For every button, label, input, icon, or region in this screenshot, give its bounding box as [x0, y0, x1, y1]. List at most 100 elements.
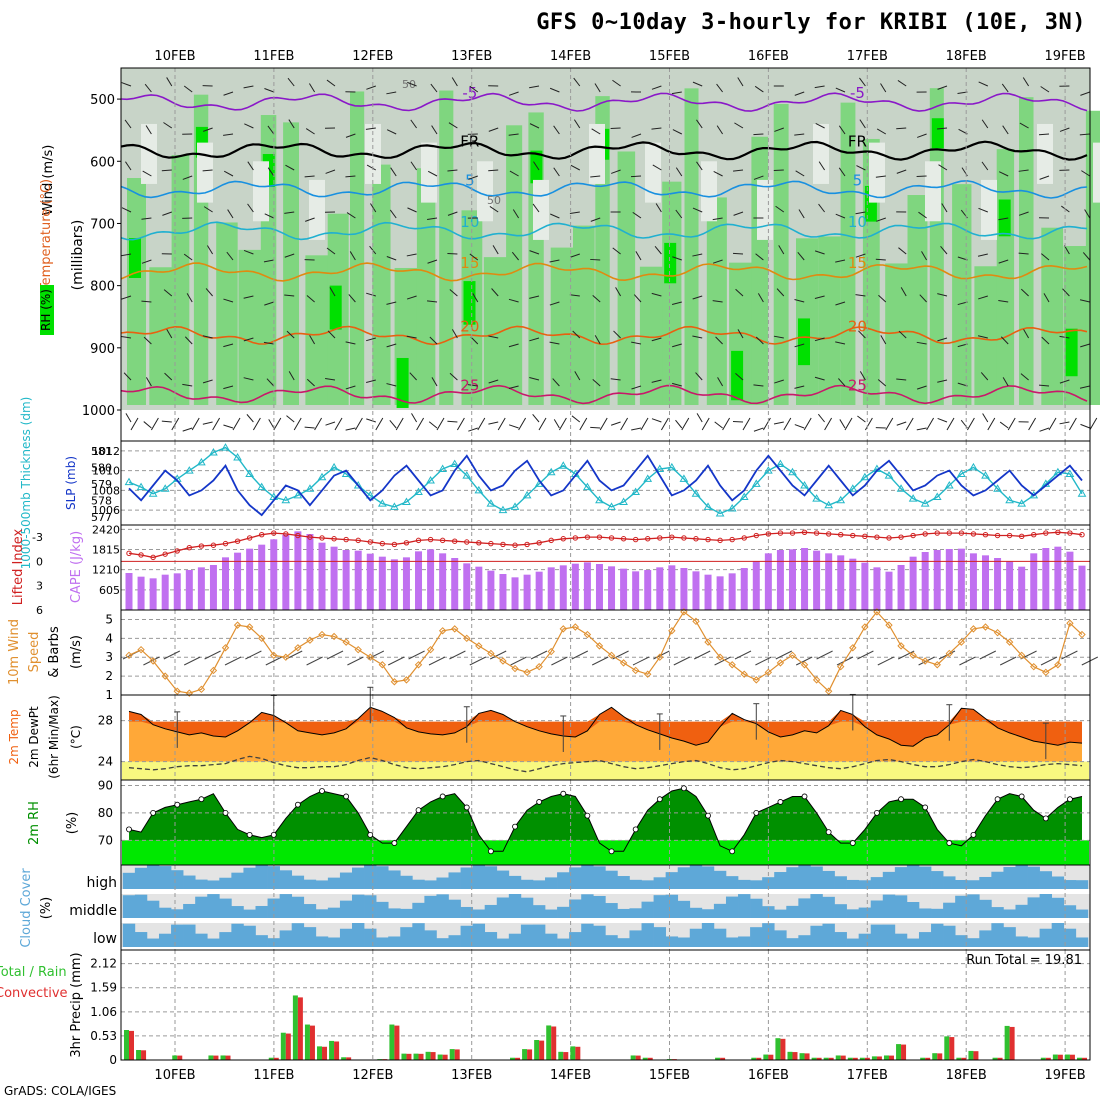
cloud-fraction-bar	[581, 865, 594, 889]
cloud-fraction-bar	[918, 908, 932, 918]
lifted-index-point	[813, 530, 820, 536]
lifted-index-point	[1055, 529, 1061, 535]
cloud-fraction-bar	[1015, 904, 1028, 918]
cloud-fraction-bar	[750, 898, 763, 918]
wind-barb	[266, 378, 275, 387]
cloud-fraction-bar	[1075, 880, 1089, 889]
wind-barb	[1059, 421, 1070, 425]
wind-barb	[1028, 417, 1037, 431]
cape-bar	[752, 561, 760, 610]
wind-barb	[223, 91, 234, 96]
cape-bar	[668, 565, 676, 610]
wind-barb	[640, 417, 649, 431]
wind-barb	[263, 259, 274, 263]
wind-barb	[447, 211, 458, 216]
wind-speed-point	[668, 627, 676, 635]
rh-moist-column	[238, 249, 262, 405]
cloud-fraction-bar	[327, 907, 341, 918]
cloud-fraction-bar	[412, 923, 425, 947]
precip-total-bar	[570, 1046, 576, 1060]
cloud-fraction-bar	[834, 904, 847, 918]
cloud-fraction-bar	[171, 909, 184, 918]
lifted-index-point	[1018, 533, 1025, 540]
cape-bar	[535, 571, 543, 610]
cloud-fraction-bar	[134, 932, 148, 947]
wind-barb	[878, 294, 887, 303]
li-tick-label: 0	[36, 555, 43, 568]
cape-bar	[957, 548, 965, 610]
wind-speed-point	[282, 653, 290, 661]
thickness-point	[763, 466, 773, 474]
cloud-fraction-bar	[870, 900, 884, 918]
precip-total-bar	[763, 1054, 769, 1060]
cloud-fraction-bar	[569, 932, 582, 947]
wind-barb	[713, 171, 723, 177]
wind-barb	[918, 211, 927, 219]
rh-moist-column	[127, 178, 146, 405]
cloud-fraction-bar	[786, 867, 799, 889]
rh2m-point	[294, 801, 301, 808]
bottom-date-label: 16FEB	[748, 1068, 789, 1083]
cloud-fraction-bar	[484, 866, 498, 889]
wind-barb	[981, 119, 989, 129]
wind-speed-point	[909, 651, 917, 660]
wind-barb	[223, 298, 234, 303]
top-date-label: 17FEB	[847, 49, 888, 64]
wind-barb	[448, 122, 458, 129]
cloud-fraction-bar	[171, 870, 184, 889]
cloud-fraction-bar	[858, 880, 872, 889]
thickness-tick-label: 577	[91, 511, 112, 524]
cloud-fraction-bar	[424, 930, 437, 947]
wind-speed-point	[342, 638, 350, 646]
lifted-index-point	[355, 537, 361, 544]
cloud-fraction-bar	[870, 924, 884, 947]
li-tick-label: -3	[32, 531, 43, 544]
cloud-fraction-bar	[677, 900, 691, 918]
wind-barb	[998, 171, 1009, 177]
precip-convective-bar	[563, 1052, 569, 1060]
cloud-fraction-bar	[557, 906, 570, 918]
wind-barb	[345, 175, 356, 178]
cloud-fraction-bar	[171, 924, 184, 947]
wind-barb	[288, 119, 295, 129]
cloud-fraction-bar	[725, 937, 739, 947]
rh-dry-patch	[925, 161, 941, 222]
thickness-point	[233, 452, 242, 461]
cape-tick-label: 2420	[92, 523, 120, 536]
wind-barb	[431, 125, 438, 135]
lifted-index-point	[198, 543, 205, 549]
rh-moist-column	[840, 102, 856, 405]
rh-moist-column	[506, 125, 523, 406]
precip-total-bar	[932, 1053, 938, 1060]
surface-wind-barb	[245, 650, 262, 660]
wind-barb	[916, 427, 927, 431]
wind-barb	[326, 79, 336, 87]
thickness-point	[245, 469, 255, 477]
precip-total-bar	[341, 1057, 347, 1060]
wind-speed-point	[680, 608, 688, 616]
precip-convective-bar	[177, 1055, 183, 1060]
wind-barb	[558, 417, 567, 431]
wind-tick-label: 2	[105, 669, 113, 683]
cloud-fraction-bar	[689, 907, 703, 918]
wind-barb	[182, 383, 193, 387]
wind-barb	[794, 343, 805, 348]
precip-total-bar	[172, 1055, 178, 1060]
cape-bar	[933, 550, 941, 610]
surface-wind-barb	[999, 656, 1017, 666]
lifted-index-point	[150, 554, 156, 561]
cloud-level-label: low	[93, 931, 117, 947]
wind-barb	[144, 83, 152, 93]
cloud-fraction-bar	[436, 877, 449, 889]
wind-barb	[921, 251, 928, 261]
cloud-fraction-bar	[448, 899, 461, 918]
wind-barb	[570, 164, 581, 171]
precip-axis-label: 3hr Precip (mm)	[69, 952, 84, 1057]
wind-barb	[532, 203, 540, 213]
thickness-point	[124, 477, 134, 486]
wind-barb	[672, 343, 682, 348]
cloud-axis-label: (%)	[39, 897, 54, 920]
cape-bar	[1066, 551, 1074, 610]
cloud-fraction-bar	[713, 928, 727, 947]
thickness-point	[715, 508, 725, 517]
